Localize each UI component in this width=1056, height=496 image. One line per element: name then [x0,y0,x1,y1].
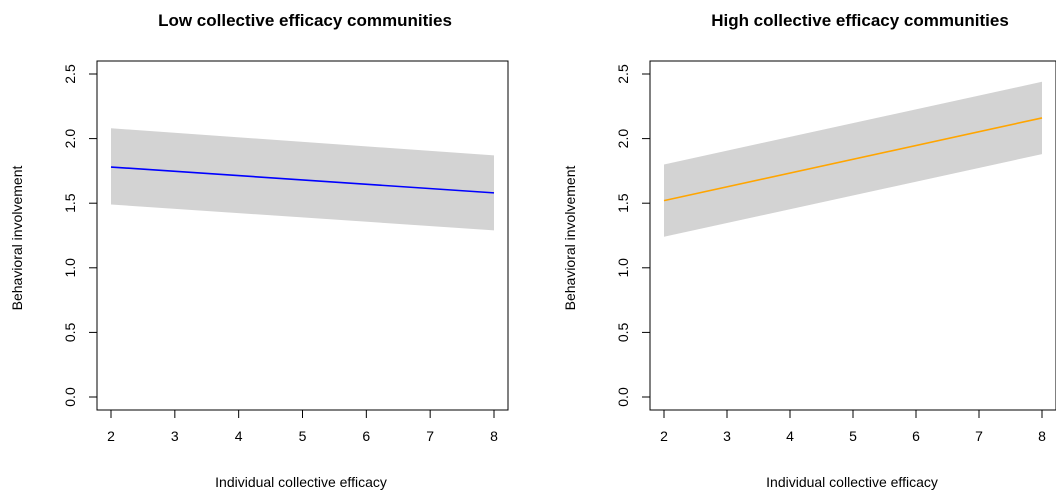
series-line [110,166,495,194]
x-tick-label: 3 [723,428,731,444]
x-tick-label: 8 [1038,428,1046,444]
y-tick-label: 0.0 [62,387,78,407]
y-tick-label: 0.5 [62,322,78,342]
x-tick-label: 3 [171,428,179,444]
x-tick-label: 7 [975,428,983,444]
y-tick-label: 1.0 [62,258,78,278]
chart-title: High collective efficacy communities [711,11,1009,30]
y-tick-label: 2.0 [62,129,78,149]
series-line [663,117,1043,202]
x-tick-label: 6 [912,428,920,444]
x-tick-label: 4 [235,428,243,444]
x-tick-label: 6 [362,428,370,444]
y-tick-label: 1.5 [62,193,78,213]
x-tick-label: 2 [660,428,668,444]
x-tick-label: 5 [849,428,857,444]
y-axis-label: Behavioral involvement [562,166,578,311]
chart-panel-low: Low collective efficacy communities Indi… [9,11,509,490]
x-axis-label: Individual collective efficacy [215,474,387,490]
y-tick-label: 0.5 [615,322,631,342]
y-tick-label: 1.0 [615,258,631,278]
chart-title: Low collective efficacy communities [158,11,452,30]
y-tick-label: 0.0 [615,387,631,407]
x-tick-label: 2 [107,428,115,444]
y-tick-label: 2.0 [615,129,631,149]
chart-panel-high: High collective efficacy communities Ind… [562,11,1056,490]
x-tick-label: 7 [426,428,434,444]
plot-frame [96,60,509,411]
y-axis-label: Behavioral involvement [9,166,25,311]
y-tick-label: 2.5 [615,64,631,84]
x-tick-label: 8 [490,428,498,444]
x-tick-label: 5 [299,428,307,444]
y-tick-label: 2.5 [62,64,78,84]
x-axis-label: Individual collective efficacy [766,474,938,490]
x-tick-label: 4 [786,428,794,444]
y-tick-label: 1.5 [615,193,631,213]
